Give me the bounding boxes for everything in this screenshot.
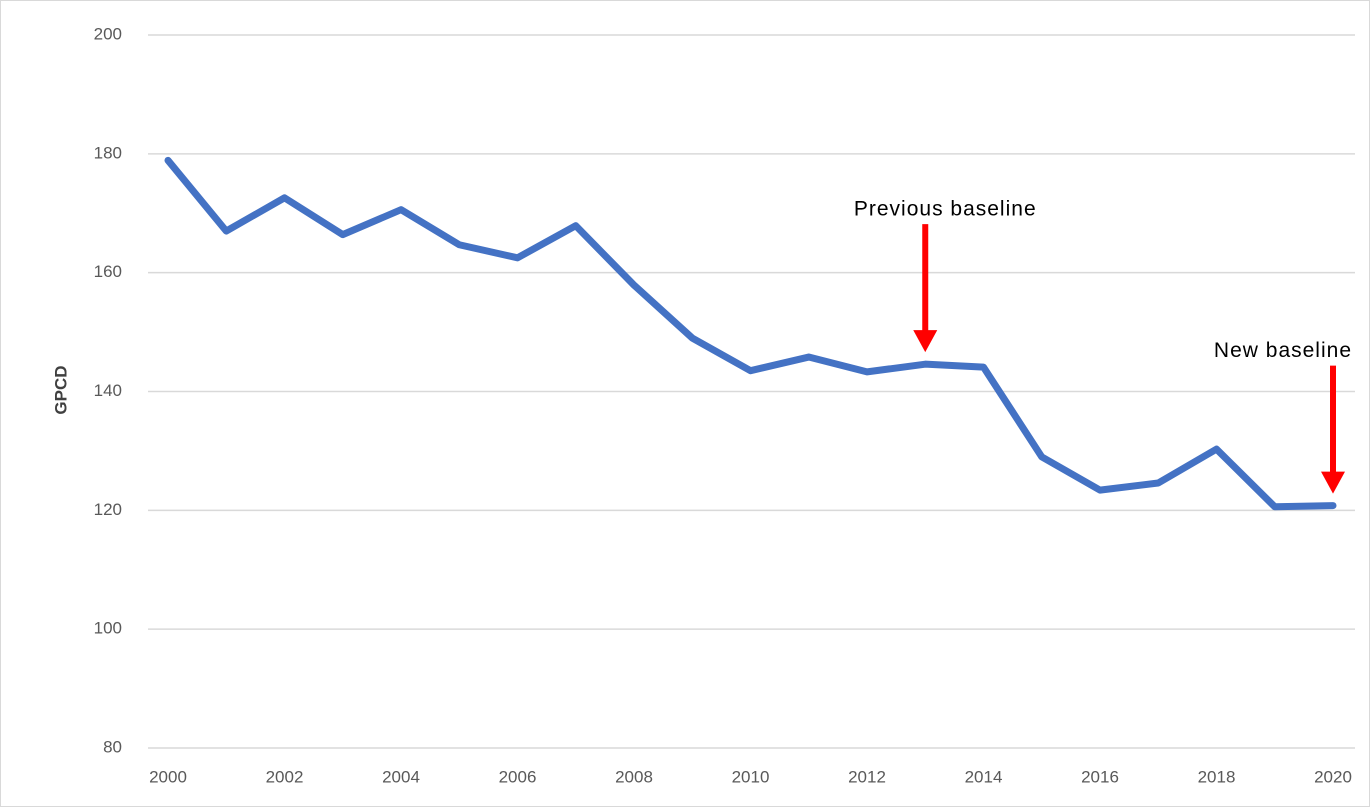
y-tick-label: 180 <box>94 143 122 162</box>
annotation-arrow-head <box>913 330 938 353</box>
annotation-text: Previous baseline <box>854 198 1037 221</box>
x-tick-label: 2002 <box>266 767 304 786</box>
annotation-text: New baseline <box>1214 339 1352 362</box>
y-axis-label: GPCD <box>51 365 70 414</box>
y-tick-label: 140 <box>94 381 122 400</box>
x-tick-label: 2018 <box>1198 767 1236 786</box>
x-tick-label: 2000 <box>149 767 187 786</box>
x-tick-label: 2008 <box>615 767 653 786</box>
y-tick-label: 80 <box>103 737 122 756</box>
x-tick-label: 2012 <box>848 767 886 786</box>
y-tick-label: 160 <box>94 262 122 281</box>
x-tick-label: 2020 <box>1314 767 1352 786</box>
y-tick-label: 120 <box>94 500 122 519</box>
x-tick-label: 2016 <box>1081 767 1119 786</box>
y-tick-label: 100 <box>94 619 122 638</box>
annotation-arrow-head <box>1321 471 1345 494</box>
x-tick-label: 2004 <box>382 767 420 786</box>
x-tick-label: 2014 <box>965 767 1003 786</box>
data-line <box>164 156 1337 511</box>
x-tick-label: 2006 <box>499 767 537 786</box>
y-tick-label: 200 <box>94 24 122 43</box>
x-tick-label: 2010 <box>732 767 770 786</box>
